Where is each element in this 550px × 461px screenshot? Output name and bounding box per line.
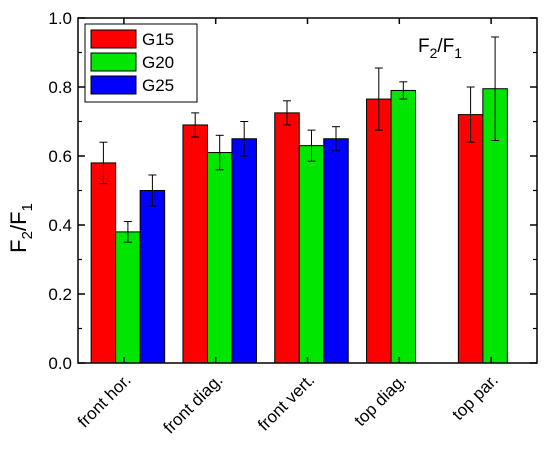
y-tick-label: 0.6 (48, 147, 72, 166)
bar (390, 89, 417, 364)
legend-label: G20 (142, 53, 174, 72)
y-tick-label: 0.8 (48, 78, 72, 97)
bar (231, 138, 257, 364)
legend-items: G15 G20 G25 (90, 29, 174, 95)
y-tick-label: 1.0 (48, 9, 72, 28)
bar (298, 145, 325, 364)
legend-label: G15 (142, 30, 174, 49)
chart-annotation: F2/F1 (418, 36, 462, 61)
legend-swatch (90, 29, 137, 49)
y-tick-label: 0.0 (48, 354, 72, 373)
y-ticks-layer: 0.0 0.2 0.4 0.6 0.8 1.0 (48, 9, 537, 373)
legend: G15 G20 G25 (84, 23, 198, 103)
legend-label: G25 (142, 76, 174, 95)
bar (182, 124, 208, 364)
bar (366, 98, 392, 364)
bar (457, 114, 484, 364)
bar (115, 231, 141, 364)
bar (139, 190, 166, 364)
bar (274, 112, 300, 364)
legend-swatch (90, 75, 137, 95)
x-tick-label: top diag. (351, 370, 411, 430)
bar (323, 138, 349, 364)
x-tick-label: front diag. (160, 370, 227, 437)
error-bars-layer (99, 36, 500, 243)
y-axis-label: F2/F1 (6, 203, 36, 253)
bar (90, 162, 117, 364)
y-tick-label: 0.4 (48, 216, 72, 235)
legend-swatch (90, 52, 137, 72)
x-tick-label: top par. (448, 370, 502, 424)
x-tick-label: front vert. (254, 370, 318, 434)
bar (206, 152, 233, 364)
y-tick-label: 0.2 (48, 285, 72, 304)
x-tick-label: front hor. (74, 370, 135, 431)
bars-layer (90, 88, 508, 364)
